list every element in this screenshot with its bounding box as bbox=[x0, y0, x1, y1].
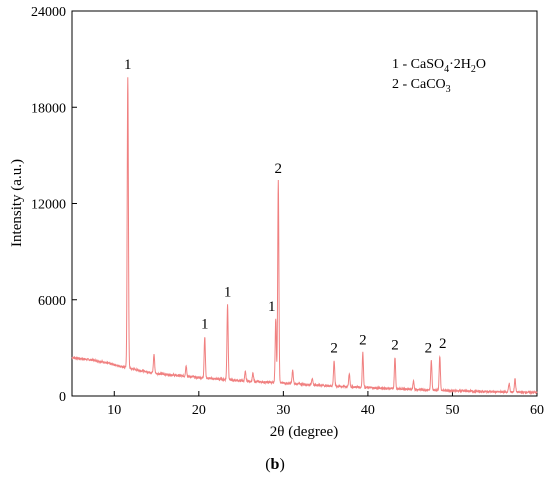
peak-label-3: 1 bbox=[201, 317, 209, 333]
peak-label-14: 2 bbox=[391, 338, 399, 354]
tick-labels: 10 20 30 40 50 60 0 6000 12000 18000 24000 bbox=[31, 5, 544, 418]
x-axis-title: 2θ (degree) bbox=[270, 424, 338, 440]
legend-entry-1: 1 - CaSO4·2H2O bbox=[392, 57, 486, 75]
y-tick-label: 24000 bbox=[31, 5, 66, 20]
y-tick-label: 18000 bbox=[31, 101, 66, 116]
peak-label-0: 1 bbox=[124, 57, 132, 73]
x-tick-label: 60 bbox=[530, 403, 544, 418]
peak-label-16: 2 bbox=[425, 341, 433, 357]
x-tick-label: 10 bbox=[107, 403, 121, 418]
peak-label-17: 2 bbox=[439, 336, 447, 352]
y-tick-label: 12000 bbox=[31, 198, 66, 213]
peak-label-4: 1 bbox=[224, 285, 232, 301]
y-axis-title: Intensity (a.u.) bbox=[9, 159, 25, 247]
figure-caption: (b) bbox=[265, 456, 285, 473]
x-tick-label: 40 bbox=[361, 403, 375, 418]
peak-label-8: 2 bbox=[275, 161, 283, 177]
xrd-trace bbox=[71, 77, 538, 396]
peak-label-7: 1 bbox=[268, 299, 276, 315]
x-tick-label: 30 bbox=[276, 403, 290, 418]
peak-label-13: 2 bbox=[359, 333, 367, 349]
x-tick-label: 50 bbox=[445, 403, 459, 418]
peak-label-11: 2 bbox=[330, 341, 338, 357]
legend-entry-2: 2 - CaCO3 bbox=[392, 77, 451, 95]
x-tick-label: 20 bbox=[192, 403, 206, 418]
y-tick-label: 0 bbox=[59, 390, 66, 405]
legend: 1 - CaSO4·2H2O 2 - CaCO3 bbox=[392, 57, 486, 95]
y-tick-label: 6000 bbox=[38, 294, 66, 309]
